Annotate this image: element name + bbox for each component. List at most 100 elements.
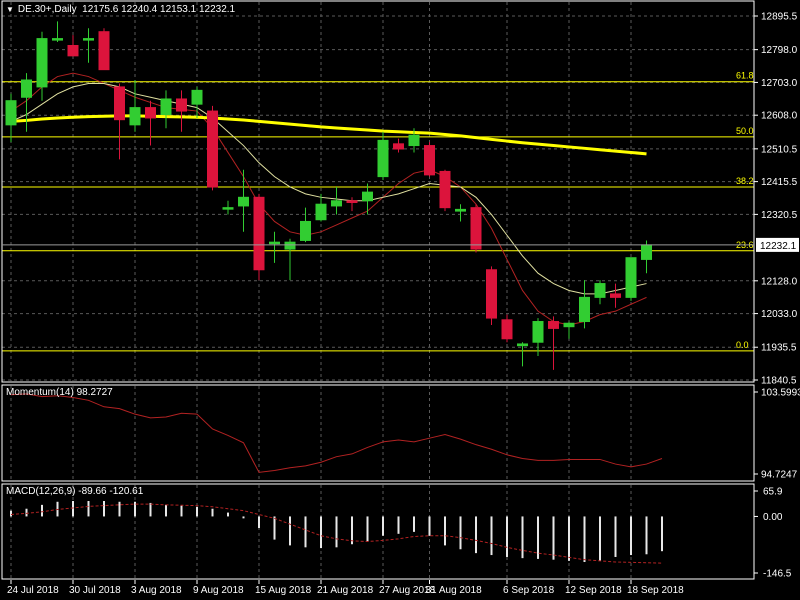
candle — [191, 86, 203, 118]
candle — [625, 257, 637, 301]
panel-frame — [1, 483, 755, 580]
high-value: 12240.4 — [121, 4, 158, 15]
candle-body — [610, 293, 621, 298]
candle-body — [393, 143, 404, 150]
candle — [517, 342, 528, 367]
macd-label: MACD(12,26,9) -89.66 -120.61 — [6, 486, 144, 497]
current-price-label: 12232.1 — [760, 241, 797, 252]
candle-body — [284, 241, 296, 250]
candle — [563, 321, 575, 339]
candle-body — [83, 38, 94, 41]
macd-y-tick-label: 0.00 — [763, 512, 783, 523]
candle-body — [67, 44, 79, 57]
panel-frame — [1, 384, 755, 482]
x-tick-label: 30 Jul 2018 — [69, 585, 121, 596]
candle-body — [114, 86, 125, 121]
candle-body — [300, 220, 311, 241]
candle — [21, 73, 32, 132]
x-tick-label: 3 Aug 2018 — [131, 585, 182, 596]
candle-body — [315, 203, 327, 221]
candle — [114, 83, 125, 160]
panel-frame — [1, 0, 755, 383]
symbol-info: ▼ DE.30+,Daily 12175.6 12240.4 12153.1 12… — [6, 4, 236, 15]
candle — [424, 142, 435, 177]
x-tick-label: 18 Sep 2018 — [627, 585, 684, 596]
candle-body — [439, 170, 451, 209]
candle-body — [501, 319, 513, 340]
momentum-y-tick-label: 94.7247 — [761, 470, 798, 481]
candle — [346, 197, 358, 212]
momentum-panel — [10, 393, 663, 473]
candle-body — [346, 200, 358, 203]
candle — [269, 231, 280, 263]
x-tick-label: 15 Aug 2018 — [255, 585, 312, 596]
candle — [532, 318, 544, 357]
candle — [52, 21, 63, 43]
candle-body — [176, 98, 187, 112]
y-tick-label: 12895.5 — [761, 12, 798, 23]
candle — [145, 100, 156, 146]
candle — [238, 169, 249, 232]
macd-panel — [10, 500, 663, 564]
close-value: 12232.1 — [198, 4, 236, 15]
symbol-label: DE.30+ — [17, 4, 52, 15]
candle-body — [222, 207, 234, 210]
candle — [253, 193, 265, 281]
candle — [486, 266, 497, 325]
macd-y-tick-label: 65.9 — [763, 487, 783, 498]
dropdown-triangle-icon[interactable]: ▼ — [6, 5, 14, 14]
x-tick-label: 9 Aug 2018 — [193, 585, 244, 596]
moving-average-fast — [10, 82, 647, 295]
fib-level-label: 38.2 — [736, 176, 754, 186]
momentum-y-tick-label: 103.5993 — [761, 388, 800, 399]
candle-body — [160, 98, 172, 116]
candle — [176, 90, 187, 132]
candle — [594, 280, 606, 305]
candle-body — [377, 139, 389, 178]
momentum-line — [10, 393, 663, 473]
moving-average-red — [10, 72, 647, 326]
candle — [331, 186, 342, 215]
candle — [284, 238, 296, 281]
candle — [455, 204, 466, 222]
candle-body — [145, 107, 156, 119]
candle-body — [238, 196, 249, 207]
candle-body — [470, 207, 482, 250]
fib-level-label: 61.8 — [736, 71, 754, 81]
momentum-label: Momentum(14) 98.2727 — [6, 387, 113, 398]
x-tick-label: 21 Aug 2018 — [317, 585, 374, 596]
y-tick-label: 12798.0 — [761, 45, 798, 56]
candle — [408, 128, 420, 153]
y-tick-label: 12128.0 — [761, 276, 798, 287]
candle — [160, 90, 172, 129]
candle-body — [52, 38, 63, 41]
candle — [501, 314, 513, 343]
candle — [5, 93, 17, 143]
candle-body — [594, 283, 606, 298]
y-tick-label: 12703.0 — [761, 78, 798, 89]
candle-body — [207, 110, 218, 188]
x-tick-label: 24 Jul 2018 — [7, 585, 59, 596]
candlesticks — [5, 21, 652, 370]
candle-body — [455, 208, 466, 212]
candle — [439, 169, 451, 212]
moving-averages — [10, 72, 647, 326]
candle-body — [532, 321, 544, 343]
candle-body — [129, 107, 141, 126]
candle-body — [625, 257, 637, 298]
y-tick-label: 12033.0 — [761, 309, 798, 320]
candle — [579, 280, 590, 329]
candle-body — [424, 145, 435, 176]
y-tick-label: 12320.5 — [761, 210, 798, 221]
candle-body — [548, 321, 559, 329]
candle — [207, 105, 218, 191]
open-value: 12175.6 — [82, 4, 119, 15]
candle-body — [331, 200, 342, 207]
x-tick-label: 31 Aug 2018 — [426, 585, 483, 596]
y-tick-label: 12510.5 — [761, 144, 798, 155]
current-price-box — [756, 237, 799, 252]
candle-body — [269, 241, 280, 245]
y-tick-label: 11840.5 — [761, 376, 797, 387]
